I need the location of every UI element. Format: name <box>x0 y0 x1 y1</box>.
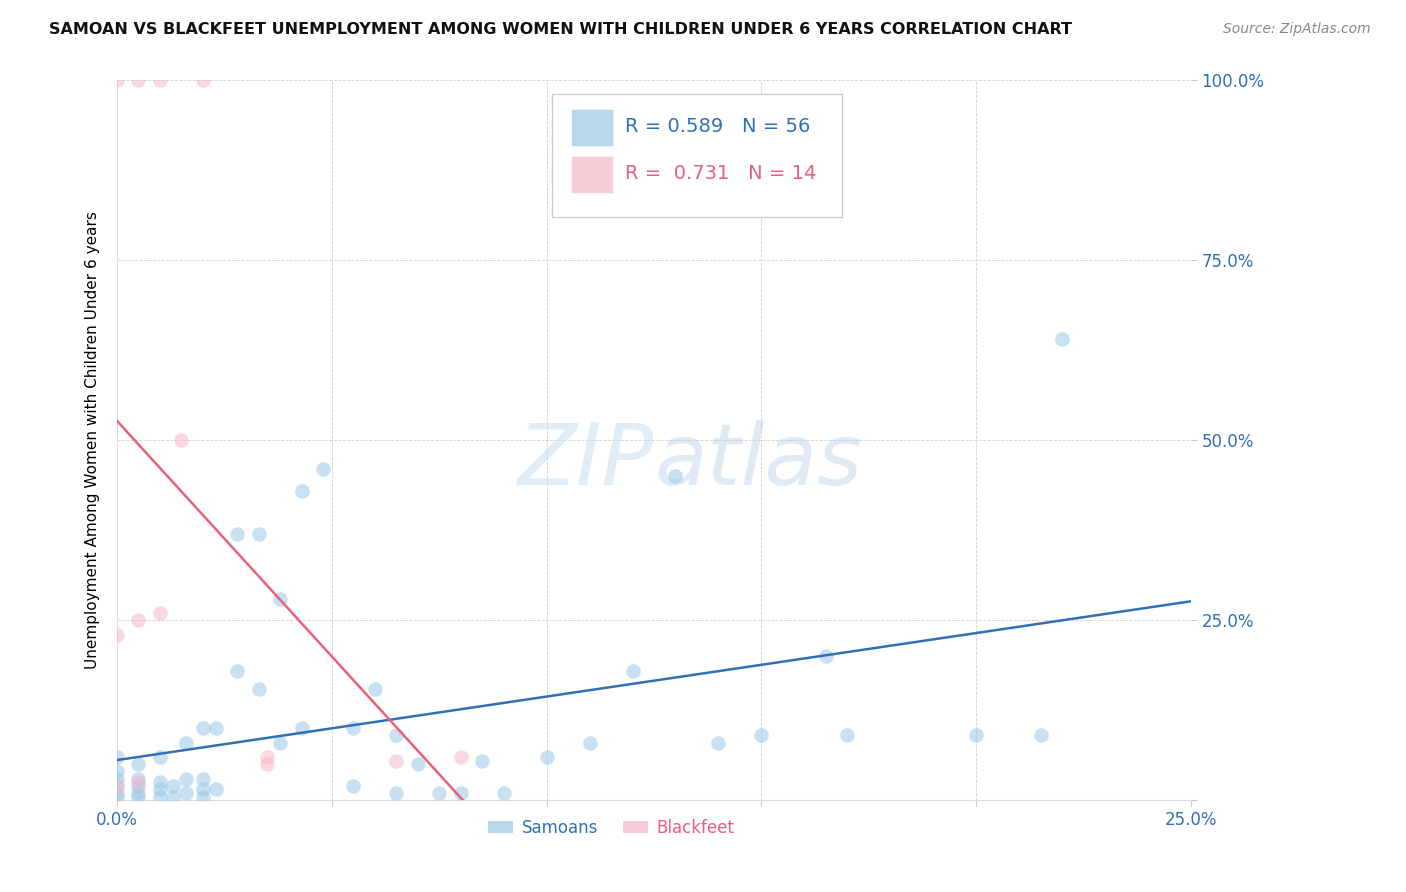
Point <box>536 750 558 764</box>
Point <box>174 786 197 800</box>
Point <box>664 469 686 483</box>
Point <box>105 73 128 87</box>
Point <box>170 433 193 447</box>
Point <box>471 754 494 768</box>
Text: R = 0.589   N = 56: R = 0.589 N = 56 <box>626 117 810 136</box>
Point <box>127 613 149 627</box>
Point <box>578 735 600 749</box>
Point <box>707 735 730 749</box>
Point <box>105 779 128 793</box>
Point <box>105 627 128 641</box>
Point <box>814 649 837 664</box>
Point <box>191 772 214 786</box>
Point <box>751 728 773 742</box>
Point <box>127 73 149 87</box>
Point <box>385 786 408 800</box>
Point <box>204 782 226 797</box>
Point <box>427 786 450 800</box>
Point <box>162 789 184 804</box>
Point <box>191 721 214 735</box>
Point <box>342 779 364 793</box>
FancyBboxPatch shape <box>571 155 613 193</box>
Point <box>226 664 249 678</box>
Point <box>450 786 472 800</box>
Point <box>162 779 184 793</box>
Point <box>204 721 226 735</box>
Point <box>127 775 149 789</box>
Point <box>105 789 128 804</box>
Point <box>127 786 149 800</box>
Point <box>247 526 270 541</box>
Text: ZIP: ZIP <box>517 420 654 503</box>
Point <box>149 606 172 620</box>
Point <box>364 681 387 696</box>
Point <box>291 721 314 735</box>
Point <box>127 789 149 804</box>
Point <box>127 757 149 772</box>
Point <box>256 750 278 764</box>
Point <box>385 728 408 742</box>
Point <box>269 735 291 749</box>
Point <box>191 782 214 797</box>
Point <box>247 681 270 696</box>
Point <box>621 664 644 678</box>
Point <box>1029 728 1052 742</box>
Point <box>105 779 128 793</box>
Point <box>149 782 172 797</box>
Point <box>149 750 172 764</box>
Text: R =  0.731   N = 14: R = 0.731 N = 14 <box>626 164 817 183</box>
Point <box>149 789 172 804</box>
Point <box>256 757 278 772</box>
Point <box>385 754 408 768</box>
Point <box>450 750 472 764</box>
Point <box>105 772 128 786</box>
Point <box>226 526 249 541</box>
Point <box>127 772 149 786</box>
Text: SAMOAN VS BLACKFEET UNEMPLOYMENT AMONG WOMEN WITH CHILDREN UNDER 6 YEARS CORRELA: SAMOAN VS BLACKFEET UNEMPLOYMENT AMONG W… <box>49 22 1073 37</box>
Point <box>105 786 128 800</box>
Legend: Samoans, Blackfeet: Samoans, Blackfeet <box>481 813 741 844</box>
Point <box>191 73 214 87</box>
Point <box>291 483 314 498</box>
Point <box>837 728 859 742</box>
Point <box>191 789 214 804</box>
Point <box>406 757 429 772</box>
Point <box>105 764 128 779</box>
Point <box>312 462 335 476</box>
Point <box>174 772 197 786</box>
Text: Source: ZipAtlas.com: Source: ZipAtlas.com <box>1223 22 1371 37</box>
Point <box>174 735 197 749</box>
Point <box>1050 332 1073 346</box>
Y-axis label: Unemployment Among Women with Children Under 6 years: Unemployment Among Women with Children U… <box>86 211 100 669</box>
Point <box>149 775 172 789</box>
Point <box>127 779 149 793</box>
Text: atlas: atlas <box>654 420 862 503</box>
Point <box>105 750 128 764</box>
Point <box>269 591 291 606</box>
Point <box>492 786 515 800</box>
FancyBboxPatch shape <box>571 109 613 146</box>
FancyBboxPatch shape <box>553 95 842 217</box>
Point <box>149 73 172 87</box>
Point <box>342 721 364 735</box>
Point <box>965 728 987 742</box>
